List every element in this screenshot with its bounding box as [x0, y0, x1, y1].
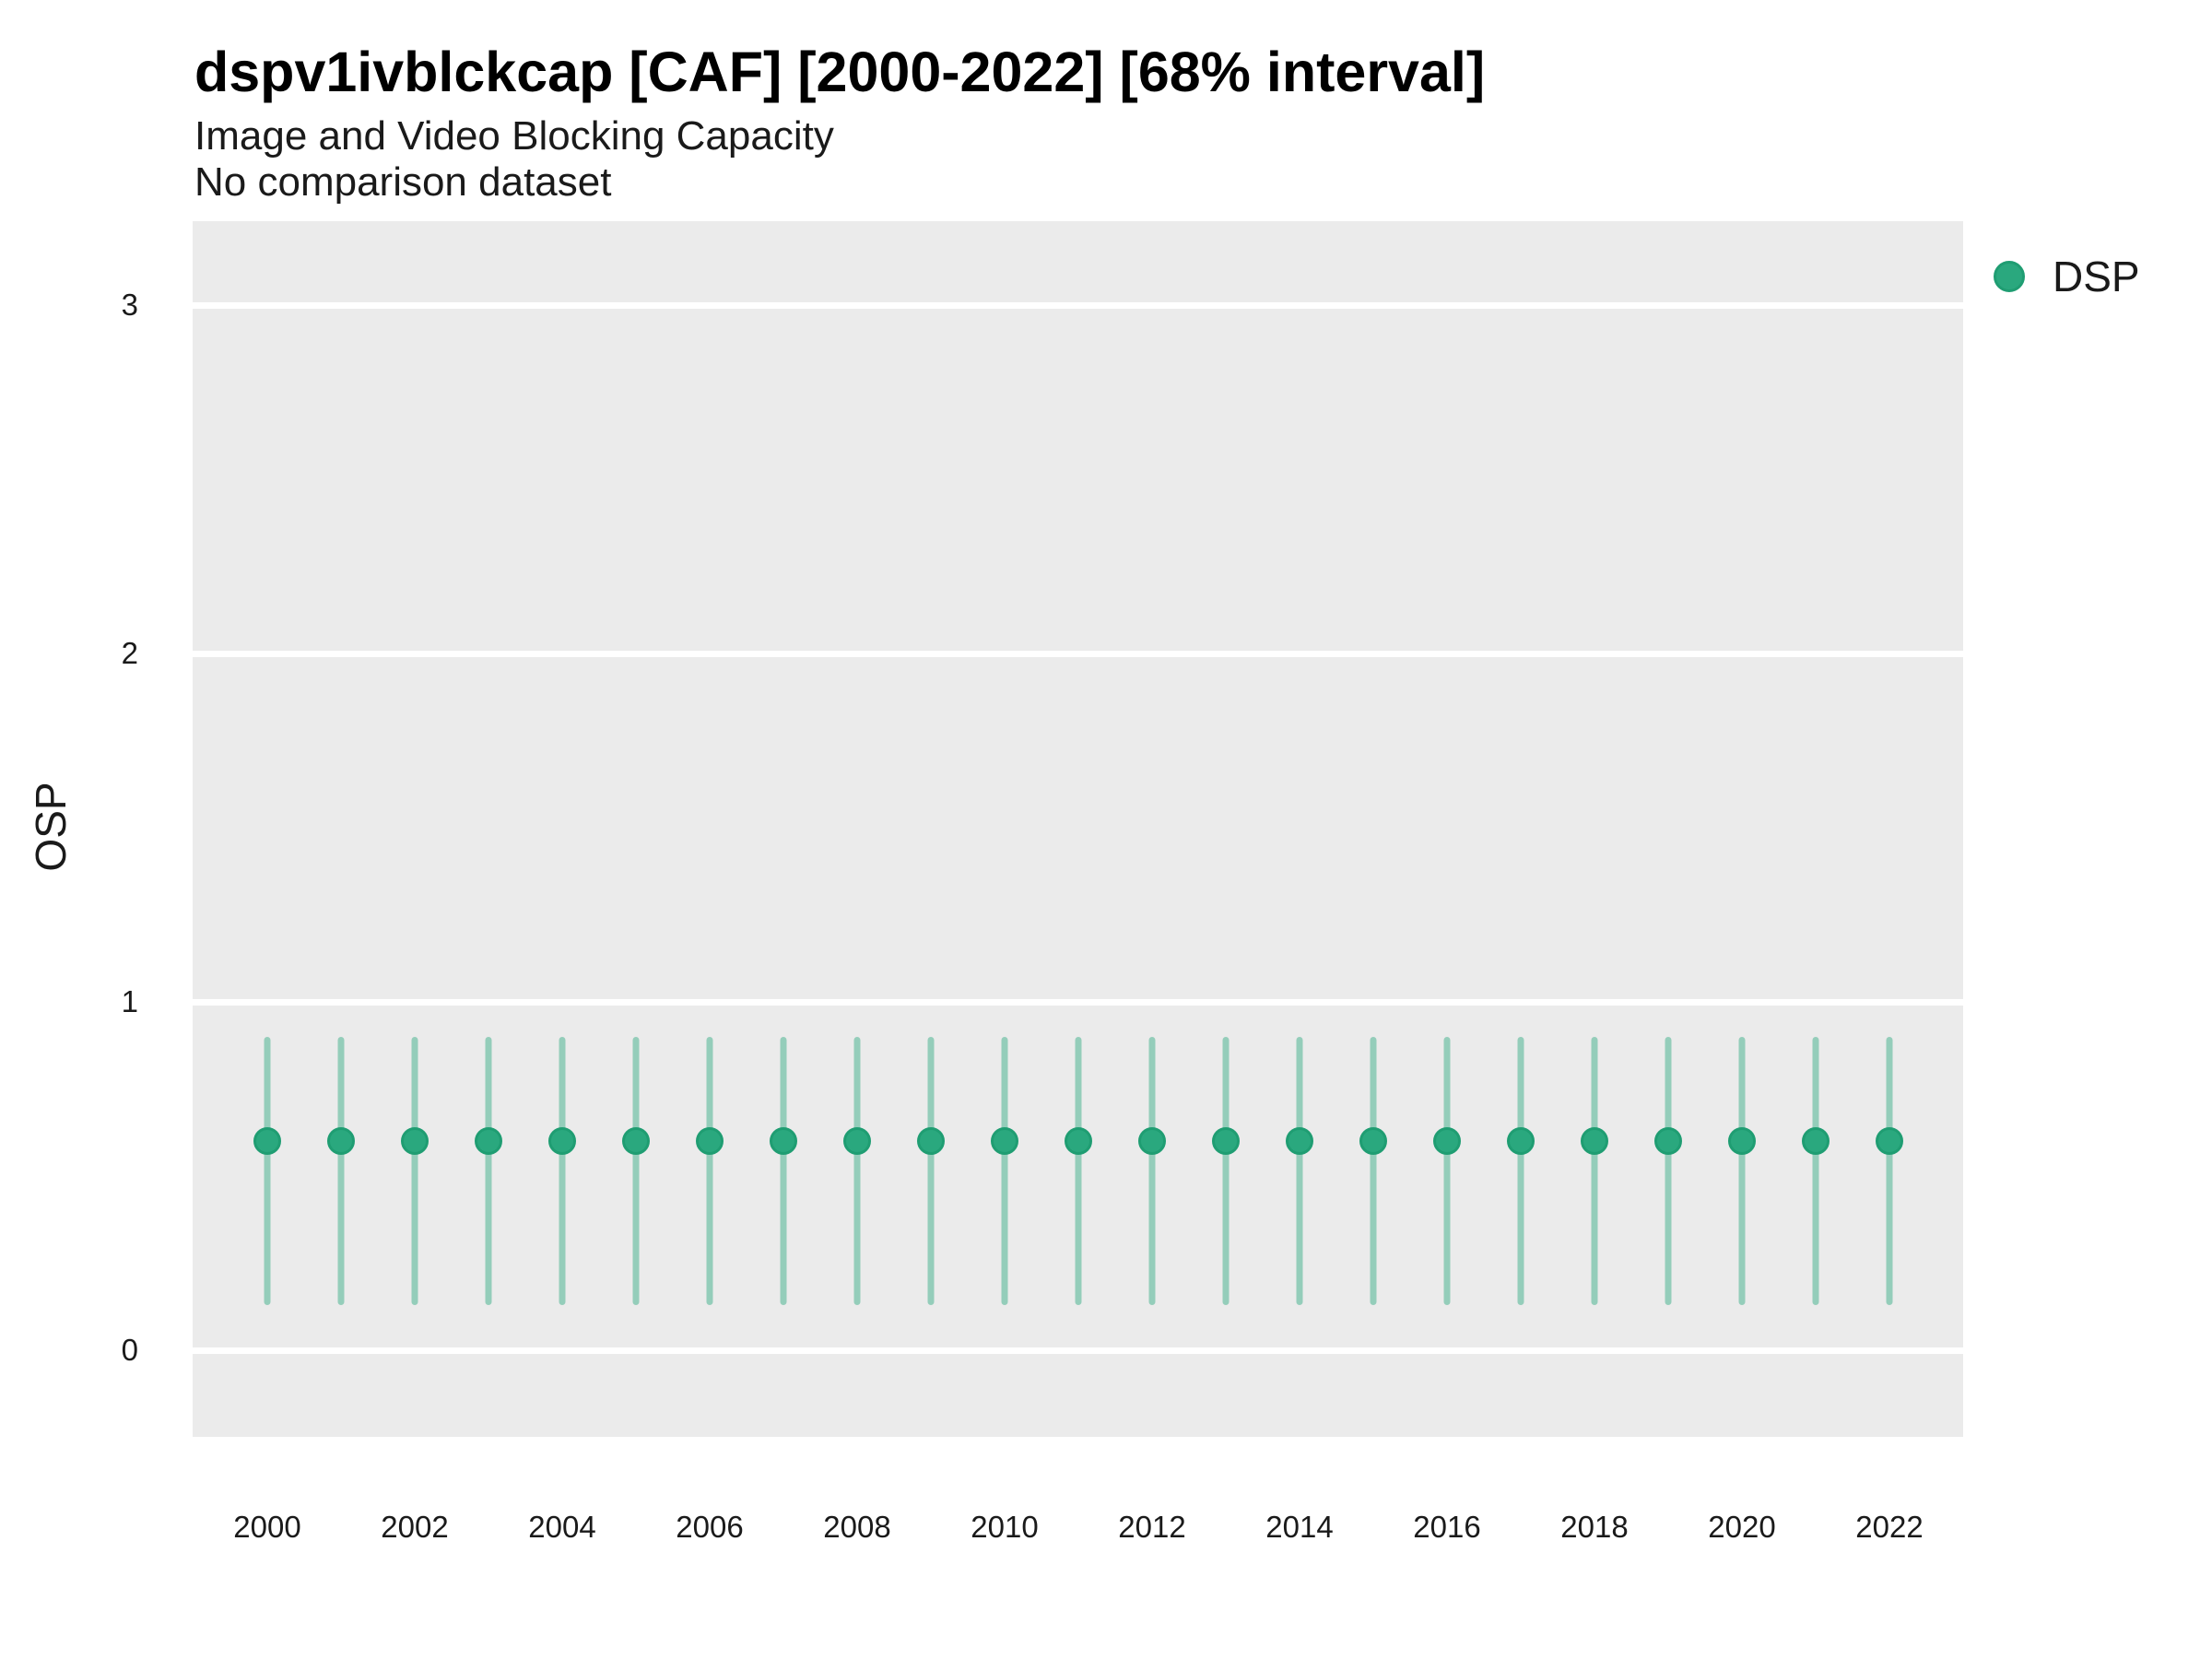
interval-bar-2012 — [1148, 1036, 1156, 1305]
gridline-y-2 — [193, 650, 1963, 657]
interval-bar-2013 — [1222, 1036, 1230, 1305]
interval-bar-2005 — [632, 1036, 640, 1305]
x-tick-label-2002: 2002 — [381, 1510, 449, 1544]
interval-bar-2017 — [1517, 1036, 1524, 1305]
interval-bar-2021 — [1812, 1036, 1819, 1305]
x-tick-label-2000: 2000 — [233, 1510, 301, 1544]
interval-bar-2008 — [853, 1036, 861, 1305]
gridline-y-3 — [193, 301, 1963, 309]
interval-bar-2011 — [1075, 1036, 1082, 1305]
comparison-note: No comparison dataset — [194, 159, 612, 205]
data-point-2014 — [1286, 1127, 1313, 1156]
interval-bar-2010 — [1001, 1036, 1008, 1305]
data-point-2020 — [1728, 1127, 1756, 1156]
data-point-2001 — [326, 1127, 355, 1156]
data-point-2021 — [1802, 1127, 1830, 1156]
interval-bar-2015 — [1370, 1036, 1377, 1305]
interval-bar-2018 — [1591, 1036, 1598, 1305]
y-tick-label-3: 3 — [121, 288, 138, 322]
data-point-2013 — [1212, 1127, 1240, 1156]
interval-bar-2002 — [411, 1036, 418, 1305]
data-point-2006 — [696, 1127, 724, 1156]
data-point-2017 — [1507, 1127, 1535, 1156]
data-point-2000 — [253, 1127, 281, 1156]
legend-point-icon — [1994, 261, 2025, 292]
data-point-2003 — [475, 1127, 502, 1156]
interval-bar-2014 — [1296, 1036, 1303, 1305]
interval-bar-2007 — [780, 1036, 787, 1305]
data-point-2011 — [1065, 1127, 1092, 1156]
x-tick-label-2022: 2022 — [1855, 1510, 1924, 1544]
data-point-2015 — [1359, 1127, 1387, 1156]
x-tick-label-2018: 2018 — [1560, 1510, 1629, 1544]
x-tick-label-2016: 2016 — [1413, 1510, 1481, 1544]
data-point-2008 — [843, 1127, 871, 1156]
data-point-2019 — [1654, 1127, 1682, 1156]
data-point-2012 — [1138, 1127, 1166, 1156]
data-point-2007 — [770, 1127, 797, 1156]
data-point-2005 — [622, 1127, 650, 1156]
interval-bar-2016 — [1443, 1036, 1451, 1305]
interval-bar-2022 — [1886, 1036, 1893, 1305]
x-tick-label-2008: 2008 — [823, 1510, 891, 1544]
y-tick-label-1: 1 — [121, 984, 138, 1018]
y-tick-label-2: 2 — [121, 636, 138, 670]
interval-bar-2001 — [337, 1036, 345, 1305]
data-point-2022 — [1876, 1127, 1903, 1156]
x-tick-label-2010: 2010 — [971, 1510, 1039, 1544]
interval-bar-2020 — [1738, 1036, 1746, 1305]
interval-bar-2006 — [706, 1036, 713, 1305]
interval-bar-2019 — [1665, 1036, 1672, 1305]
gridline-y-1 — [193, 998, 1963, 1006]
chart-title: dspv1ivblckcap [CAF] [2000-2022] [68% in… — [194, 41, 1486, 103]
data-point-2009 — [917, 1127, 945, 1156]
y-axis-title: OSP — [27, 782, 75, 872]
legend-item-label: DSP — [2053, 253, 2140, 300]
data-point-2016 — [1433, 1127, 1461, 1156]
interval-bar-2004 — [559, 1036, 566, 1305]
interval-bar-2000 — [264, 1036, 271, 1305]
data-point-2010 — [991, 1127, 1018, 1156]
x-tick-label-2020: 2020 — [1708, 1510, 1776, 1544]
plot-panel — [193, 221, 1963, 1437]
chart-subtitle: Image and Video Blocking Capacity — [194, 113, 834, 159]
data-point-2018 — [1581, 1127, 1608, 1156]
gridline-y-0 — [193, 1347, 1963, 1354]
x-tick-label-2004: 2004 — [528, 1510, 596, 1544]
data-point-2004 — [548, 1127, 576, 1156]
interval-bar-2003 — [485, 1036, 492, 1305]
data-point-2002 — [401, 1127, 429, 1156]
x-tick-label-2012: 2012 — [1118, 1510, 1186, 1544]
interval-bar-2009 — [927, 1036, 935, 1305]
legend: DSP — [1994, 252, 2140, 301]
y-tick-label-0: 0 — [121, 1333, 138, 1367]
x-tick-label-2014: 2014 — [1265, 1510, 1334, 1544]
x-tick-label-2006: 2006 — [676, 1510, 744, 1544]
